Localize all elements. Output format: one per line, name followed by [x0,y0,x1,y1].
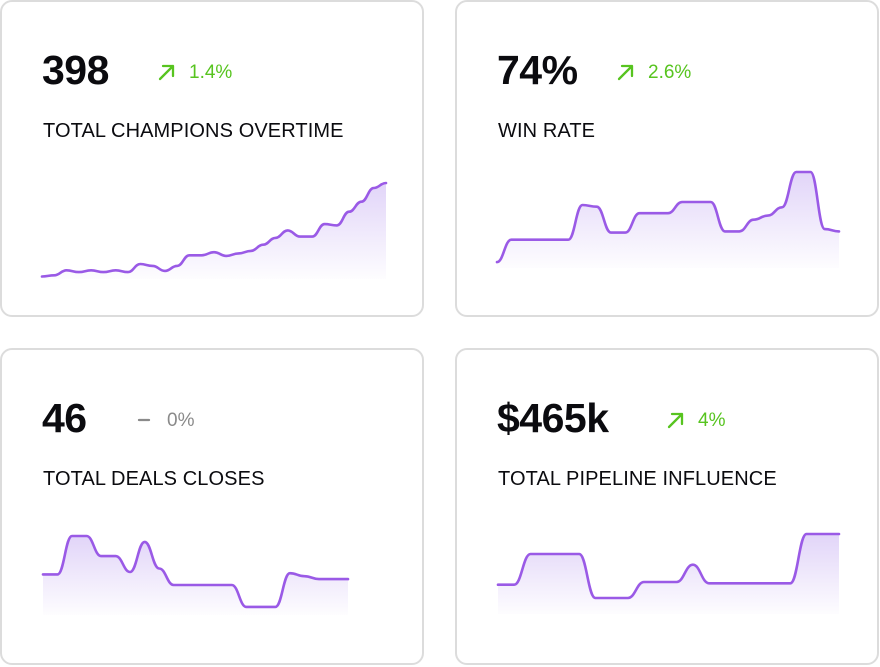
sparkline-area [497,172,839,268]
metric-delta-value: 0% [167,409,195,431]
sparkline-line [495,170,841,264]
dash-icon [137,418,151,422]
metric-delta: 2.6% [616,62,691,82]
metric-delta: 1.4% [157,62,232,82]
sparkline-line [496,532,841,600]
metric-label: WIN RATE [498,120,596,142]
metric-value: 74% [497,47,578,93]
metric-label: TOTAL CHAMPIONS OVERTIME [43,120,344,142]
arrow-up-right-icon [158,64,175,81]
sparkline-chart [40,181,388,279]
metric-value: $465k [497,395,609,441]
sparkline-chart [41,534,350,615]
metric-label: TOTAL PIPELINE INFLUENCE [498,468,777,490]
sparkline-line [41,534,350,609]
arrow-up-right-icon [617,64,634,81]
metric-value: 46 [42,395,87,441]
metric-delta-value: 2.6% [648,61,692,83]
metric-value: 398 [42,47,109,93]
metric-card-win-rate[interactable]: 74% 2.6% WIN RATE [455,0,879,317]
sparkline-chart [495,170,841,268]
metric-card-total-deals[interactable]: 46 0% TOTAL DEALS CLOSES [0,348,424,665]
sparkline-area [42,183,386,279]
sparkline-line [40,181,388,278]
sparkline-area [498,534,839,614]
metric-card-total-champions[interactable]: 398 1.4% TOTAL CHAMPIONS OVERTIME [0,0,424,317]
sparkline-chart [496,532,841,614]
metric-delta: 4% [666,410,725,430]
metric-card-pipeline-influence[interactable]: $465k 4% TOTAL PIPELINE INFLUENCE [455,348,879,665]
metric-delta-value: 4% [698,409,726,431]
sparkline-area [43,536,348,615]
arrow-up-right-icon [667,412,684,429]
metric-label: TOTAL DEALS CLOSES [43,468,265,490]
metric-delta: 0% [135,410,194,430]
metric-delta-value: 1.4% [189,61,233,83]
